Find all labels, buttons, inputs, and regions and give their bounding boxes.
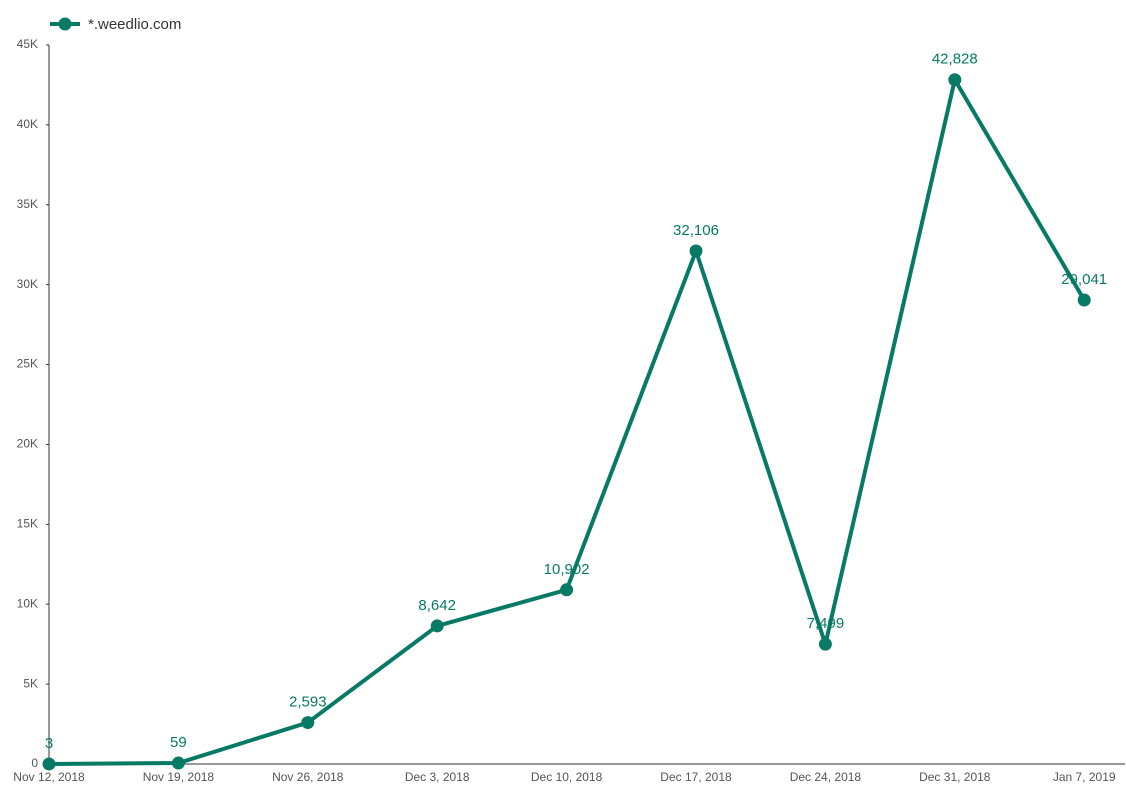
data-point: [818, 637, 832, 651]
x-tick-label: Jan 7, 2019: [1053, 770, 1116, 784]
data-label: 42,828: [932, 51, 978, 68]
y-tick-label: 30K: [17, 277, 38, 291]
data-point: [171, 756, 185, 770]
data-point: [1077, 293, 1091, 307]
data-point: [689, 244, 703, 258]
data-label: 29,041: [1061, 271, 1107, 288]
data-label: 3: [45, 735, 53, 752]
x-tick-label: Dec 17, 2018: [660, 770, 732, 784]
data-label: 7,499: [807, 615, 845, 632]
data-label: 8,642: [418, 597, 456, 614]
data-label: 59: [170, 734, 187, 751]
y-tick-label: 40K: [17, 117, 38, 131]
data-point: [430, 619, 444, 633]
x-tick-label: Dec 31, 2018: [919, 770, 991, 784]
legend-marker: [58, 17, 72, 31]
y-tick-label: 5K: [23, 676, 38, 690]
legend-label: *.weedlio.com: [88, 16, 181, 33]
data-point: [42, 757, 56, 771]
y-tick-label: 10K: [17, 596, 38, 610]
data-label: 10,902: [544, 561, 590, 578]
data-point: [560, 583, 574, 597]
y-tick-label: 45K: [17, 37, 38, 51]
y-tick-label: 0: [31, 756, 38, 770]
data-point: [948, 73, 962, 87]
y-tick-label: 35K: [17, 197, 38, 211]
data-label: 32,106: [673, 222, 719, 239]
series-line: [48, 77, 1086, 766]
x-tick-label: Dec 24, 2018: [790, 770, 862, 784]
x-tick-label: Dec 3, 2018: [405, 770, 470, 784]
data-label: 2,593: [289, 694, 327, 711]
y-tick-label: 15K: [17, 517, 38, 531]
y-tick-label: 20K: [17, 437, 38, 451]
x-tick-label: Nov 12, 2018: [13, 770, 85, 784]
x-tick-label: Nov 26, 2018: [272, 770, 344, 784]
data-point: [301, 716, 315, 730]
x-tick-label: Nov 19, 2018: [143, 770, 215, 784]
x-tick-label: Dec 10, 2018: [531, 770, 603, 784]
y-tick-label: 25K: [17, 357, 38, 371]
